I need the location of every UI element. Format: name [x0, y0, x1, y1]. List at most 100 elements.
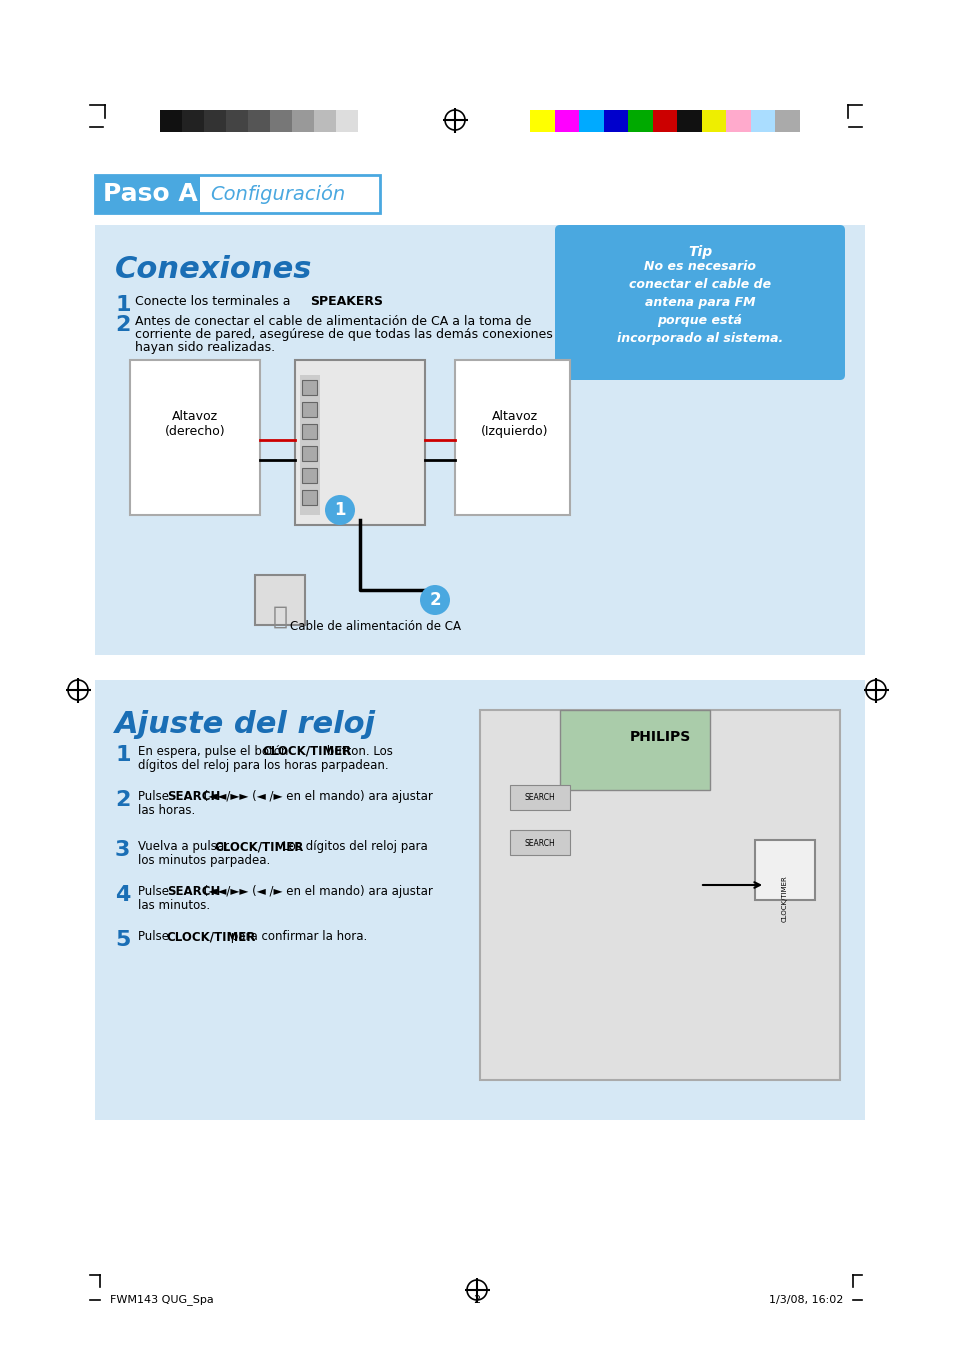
Text: Altavoz
(Izquierdo): Altavoz (Izquierdo): [480, 409, 548, 438]
Circle shape: [419, 585, 450, 615]
Text: (◄◄/►► (◄ /► en el mando) ara ajustar: (◄◄/►► (◄ /► en el mando) ara ajustar: [199, 885, 433, 898]
Bar: [95, 680, 864, 1120]
Text: 1: 1: [334, 501, 345, 519]
Text: las horas.: las horas.: [138, 804, 195, 817]
Circle shape: [325, 494, 355, 526]
Text: Antes de conectar el cable de alimentación de CA a la toma de: Antes de conectar el cable de alimentaci…: [135, 315, 531, 328]
Bar: [754, 840, 814, 900]
Bar: [357, 109, 379, 132]
Bar: [95, 226, 864, 655]
Text: button. Los: button. Los: [323, 744, 393, 758]
Text: 2: 2: [473, 1296, 480, 1305]
Text: No es necesario: No es necesario: [643, 259, 755, 273]
Bar: [530, 109, 554, 132]
Bar: [603, 109, 627, 132]
Text: 2: 2: [115, 790, 131, 811]
Text: 1/3/08, 16:02: 1/3/08, 16:02: [768, 1296, 842, 1305]
Bar: [725, 109, 750, 132]
Text: SEARCH: SEARCH: [167, 790, 220, 802]
Text: Conecte los terminales a: Conecte los terminales a: [135, 295, 294, 308]
Text: .: .: [375, 295, 378, 308]
Text: Ajuste del reloj: Ajuste del reloj: [115, 711, 375, 739]
Text: . Los dígitos del reloj para: . Los dígitos del reloj para: [275, 840, 428, 852]
Bar: [302, 380, 316, 394]
Bar: [299, 376, 319, 515]
Text: Configuración: Configuración: [210, 184, 345, 204]
Text: para confirmar la hora.: para confirmar la hora.: [227, 929, 367, 943]
Bar: [200, 176, 379, 213]
Bar: [130, 359, 260, 515]
Text: incorporado al sistema.: incorporado al sistema.: [617, 332, 782, 345]
Text: En espera, pulse el botón: En espera, pulse el botón: [138, 744, 292, 758]
Bar: [314, 109, 335, 132]
Text: PHILIPS: PHILIPS: [629, 730, 690, 744]
Text: 1: 1: [115, 744, 131, 765]
Bar: [302, 403, 316, 417]
Bar: [652, 109, 677, 132]
Bar: [302, 490, 316, 505]
Text: CLOCK/TIMER: CLOCK/TIMER: [781, 875, 787, 921]
Text: porque está: porque está: [657, 313, 741, 327]
FancyBboxPatch shape: [555, 226, 844, 380]
Text: las minutos.: las minutos.: [138, 898, 210, 912]
Text: (◄◄/►► (◄ /► en el mando) ara ajustar: (◄◄/►► (◄ /► en el mando) ara ajustar: [199, 790, 433, 802]
Text: CLOCK/TIMER: CLOCK/TIMER: [214, 840, 304, 852]
Bar: [226, 109, 248, 132]
Bar: [775, 109, 800, 132]
Text: Altavoz
(derecho): Altavoz (derecho): [165, 409, 225, 438]
Bar: [479, 711, 840, 1079]
Bar: [335, 109, 357, 132]
Bar: [677, 109, 701, 132]
Text: 4: 4: [115, 885, 131, 905]
Bar: [750, 109, 775, 132]
Text: antena para FM: antena para FM: [644, 296, 755, 309]
Bar: [248, 109, 270, 132]
Text: CLOCK/TIMER: CLOCK/TIMER: [167, 929, 256, 943]
Bar: [294, 359, 424, 526]
Bar: [204, 109, 226, 132]
Text: SPEAKERS: SPEAKERS: [310, 295, 382, 308]
Bar: [95, 176, 379, 213]
Bar: [510, 830, 569, 855]
Bar: [95, 176, 200, 213]
Bar: [554, 109, 578, 132]
Bar: [292, 109, 314, 132]
Bar: [510, 785, 569, 811]
Bar: [182, 109, 204, 132]
Bar: [270, 109, 292, 132]
Text: 1: 1: [115, 295, 131, 315]
Bar: [302, 446, 316, 461]
Bar: [455, 359, 569, 515]
Text: 2: 2: [115, 315, 131, 335]
Bar: [302, 424, 316, 439]
Bar: [254, 576, 305, 626]
Bar: [578, 109, 603, 132]
Text: hayan sido realizadas.: hayan sido realizadas.: [135, 340, 274, 354]
Text: SEARCH: SEARCH: [524, 839, 555, 847]
Text: CLOCK/TIMER: CLOCK/TIMER: [262, 744, 352, 758]
Text: Pulse: Pulse: [138, 885, 172, 898]
Text: Tip: Tip: [687, 245, 711, 259]
Bar: [302, 467, 316, 484]
Text: FWM143 QUG_Spa: FWM143 QUG_Spa: [110, 1294, 213, 1305]
Bar: [701, 109, 725, 132]
Text: Conexiones: Conexiones: [115, 255, 312, 284]
Text: Pulse: Pulse: [138, 929, 172, 943]
Text: corriente de pared, asegúrese de que todas las demás conexiones: corriente de pared, asegúrese de que tod…: [135, 328, 552, 340]
Text: SEARCH: SEARCH: [167, 885, 220, 898]
Text: Paso A: Paso A: [103, 182, 197, 205]
Text: dígitos del reloj para los horas parpadean.: dígitos del reloj para los horas parpade…: [138, 759, 388, 771]
Bar: [160, 109, 182, 132]
Text: SEARCH: SEARCH: [524, 793, 555, 802]
Text: Cable de alimentación de CA: Cable de alimentación de CA: [290, 620, 460, 634]
Bar: [559, 711, 709, 790]
Text: los minutos parpadea.: los minutos parpadea.: [138, 854, 270, 867]
Text: 5: 5: [115, 929, 131, 950]
Bar: [627, 109, 652, 132]
Text: Pulse: Pulse: [138, 790, 172, 802]
Text: 3: 3: [115, 840, 131, 861]
Text: conectar el cable de: conectar el cable de: [628, 278, 770, 290]
Text: 2: 2: [429, 590, 440, 609]
Text: ⏻: ⏻: [273, 605, 287, 630]
Text: Vuelva a pulsar: Vuelva a pulsar: [138, 840, 233, 852]
